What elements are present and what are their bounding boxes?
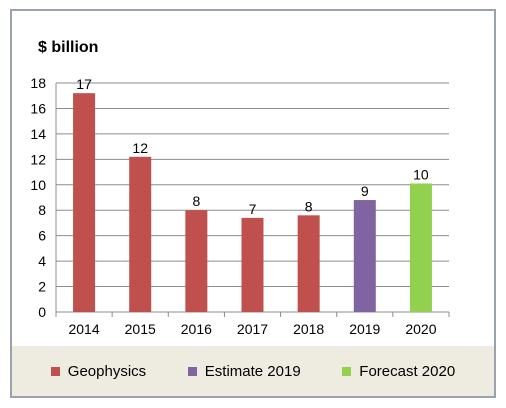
legend-item: Geophysics — [50, 362, 147, 380]
legend-label: Forecast 2020 — [359, 362, 456, 380]
bar-2015 — [129, 156, 152, 312]
y-tick-label: 0 — [38, 304, 46, 320]
x-tick-label: 2017 — [237, 321, 268, 337]
legend-swatch — [342, 366, 352, 376]
legend-panel: Geophysics Estimate 2019 Forecast 2020 — [12, 346, 494, 396]
data-label-2017: 7 — [249, 201, 257, 217]
x-tick-label: 2020 — [405, 321, 436, 337]
bar-2018 — [297, 215, 320, 312]
x-tick-label: 2016 — [181, 321, 212, 337]
legend-swatch — [50, 366, 60, 376]
bar-2014 — [73, 93, 96, 312]
data-label-2018: 8 — [305, 198, 313, 214]
bar-2017 — [241, 217, 264, 312]
y-tick-label: 18 — [30, 75, 46, 91]
data-label-2020: 10 — [413, 167, 429, 183]
x-tick-label: 2015 — [125, 321, 156, 337]
data-label-2016: 8 — [192, 193, 200, 209]
data-label-2014: 17 — [76, 76, 92, 92]
x-tick-label: 2018 — [293, 321, 324, 337]
bar-2020 — [409, 183, 432, 312]
legend-item: Estimate 2019 — [187, 362, 301, 380]
legend: Geophysics Estimate 2019 Forecast 2020 — [12, 346, 494, 396]
y-tick-label: 16 — [30, 100, 46, 116]
legend-item: Forecast 2020 — [342, 363, 455, 380]
x-tick-label: 2019 — [349, 321, 380, 337]
x-tick-label: 2014 — [68, 321, 99, 337]
data-label-2015: 12 — [132, 140, 148, 156]
y-tick-label: 2 — [38, 279, 46, 295]
y-tick-label: 4 — [38, 253, 46, 269]
bar-2019 — [353, 200, 376, 312]
bar-2016 — [185, 210, 208, 312]
y-tick-label: 6 — [38, 228, 46, 244]
y-tick-label: 12 — [30, 151, 46, 167]
legend-swatch — [187, 366, 197, 376]
y-tick-label: 10 — [30, 177, 46, 193]
data-label-2019: 9 — [361, 183, 369, 199]
legend-label: Geophysics — [67, 362, 147, 380]
y-tick-label: 8 — [38, 202, 46, 218]
legend-label: Estimate 2019 — [204, 362, 301, 380]
y-axis-unit-label: $ billion — [38, 39, 99, 56]
y-tick-label: 14 — [30, 126, 46, 142]
